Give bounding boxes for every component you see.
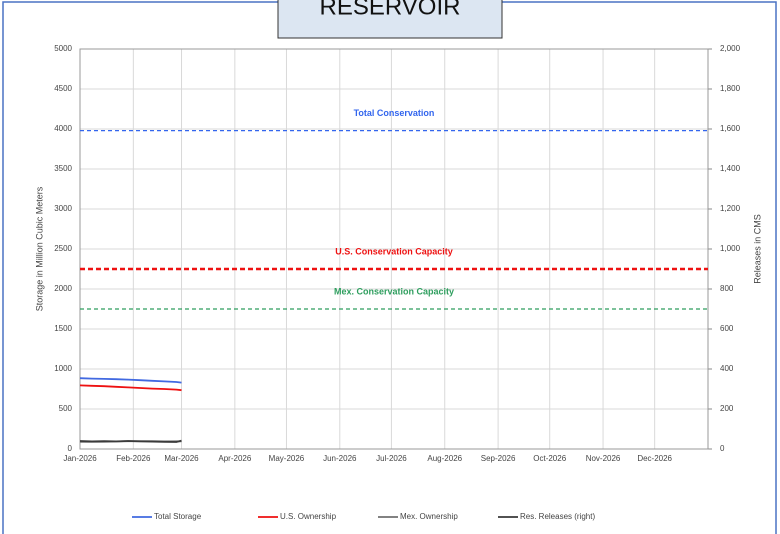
y-tick-label: 500 <box>59 404 73 413</box>
x-tick-label: Sep-2026 <box>481 454 516 463</box>
legend-label: Total Storage <box>154 512 202 521</box>
x-tick-label: Feb-2026 <box>116 454 151 463</box>
y2-tick-label: 600 <box>720 324 734 333</box>
legend-label: Mex. Ownership <box>400 512 458 521</box>
y-tick-label: 2500 <box>54 244 72 253</box>
y2-tick-label: 1,400 <box>720 164 741 173</box>
y-tick-label: 0 <box>68 444 73 453</box>
x-tick-label: Dec-2026 <box>637 454 672 463</box>
y2-tick-label: 1,000 <box>720 244 741 253</box>
y2-tick-label: 2,000 <box>720 44 741 53</box>
x-tick-label: Mar-2026 <box>164 454 199 463</box>
y-tick-label: 2000 <box>54 284 72 293</box>
y-tick-label: 1500 <box>54 324 72 333</box>
annotation: Total Conservation <box>354 108 435 118</box>
chart-title: RESERVOIR <box>320 0 461 20</box>
y-tick-label: 1000 <box>54 364 72 373</box>
series-line <box>79 439 182 443</box>
y-axis-label: Storage in Million Cubic Meters <box>34 186 44 311</box>
x-tick-label: Aug-2026 <box>427 454 462 463</box>
x-tick-label: Nov-2026 <box>586 454 621 463</box>
y-tick-label: 4500 <box>54 84 72 93</box>
y2-tick-label: 200 <box>720 404 734 413</box>
y-tick-label: 3000 <box>54 204 72 213</box>
title-box <box>277 0 503 39</box>
x-tick-label: Jan-2026 <box>63 454 97 463</box>
y2-tick-label: 1,600 <box>720 124 741 133</box>
y2-axis-label: Releases in CMS <box>752 214 762 284</box>
legend-label: U.S. Ownership <box>280 512 337 521</box>
y2-tick-label: 400 <box>720 364 734 373</box>
plot-border <box>79 48 709 450</box>
x-tick-label: Jul-2026 <box>376 454 407 463</box>
x-tick-label: Oct-2026 <box>533 454 566 463</box>
series-line <box>79 377 182 384</box>
legend-label: Res. Releases (right) <box>520 512 595 521</box>
x-tick-label: May-2026 <box>269 454 305 463</box>
series-line <box>79 384 182 392</box>
annotation: U.S. Conservation Capacity <box>335 246 453 256</box>
y-tick-label: 3500 <box>54 164 72 173</box>
x-tick-label: Jun-2026 <box>323 454 357 463</box>
y-tick-label: 5000 <box>54 44 72 53</box>
y2-tick-label: 800 <box>720 284 734 293</box>
y2-tick-label: 1,200 <box>720 204 741 213</box>
y2-tick-label: 1,800 <box>720 84 741 93</box>
x-tick-label: Apr-2026 <box>218 454 251 463</box>
y2-tick-label: 0 <box>720 444 725 453</box>
annotation: Mex. Conservation Capacity <box>334 286 454 296</box>
y-tick-label: 4000 <box>54 124 72 133</box>
